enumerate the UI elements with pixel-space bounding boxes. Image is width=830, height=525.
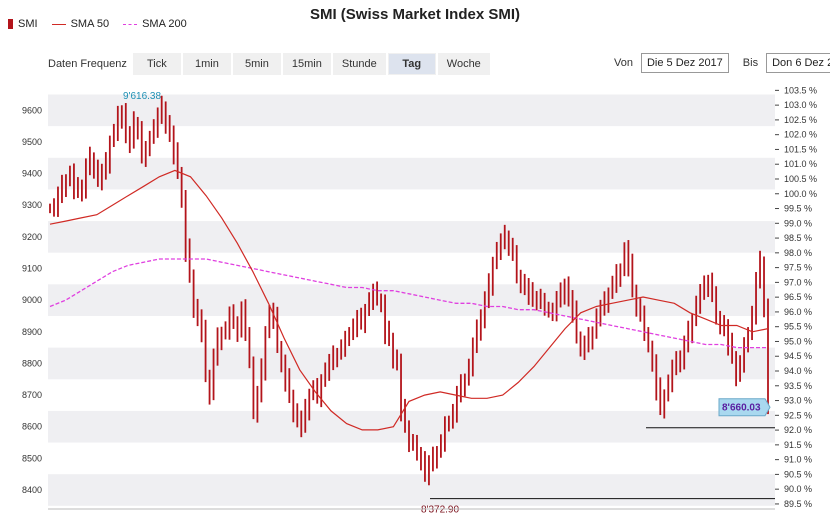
left-tick-label: 9500 <box>22 137 42 147</box>
sma200-swatch <box>123 23 138 25</box>
right-tick-label: 99.0 % <box>784 218 812 228</box>
left-tick-label: 9600 <box>22 105 42 115</box>
sma200-line <box>49 258 768 349</box>
right-tick-label: 98.0 % <box>784 248 812 258</box>
right-tick-label: 92.5 % <box>784 410 812 420</box>
date-range: Von Die 5 Dez 2017 Bis Don 6 Dez 2018 <box>614 53 830 73</box>
legend-item-sma200[interactable]: SMA 200 <box>123 18 187 30</box>
right-tick-label: 102.5 % <box>784 115 817 125</box>
legend: SMI SMA 50 SMA 200 <box>8 18 187 30</box>
chart-bands <box>48 94 775 506</box>
legend-label-smi: SMI <box>18 18 38 30</box>
frequency-toolbar: Daten Frequenz Tick 1min 5min 15min Stun… <box>48 53 492 75</box>
right-tick-label: 95.5 % <box>784 322 812 332</box>
right-tick-label: 103.5 % <box>784 85 817 95</box>
last-value-box-shape <box>718 398 771 417</box>
left-tick-label: 9300 <box>22 200 42 210</box>
to-label: Bis <box>742 57 759 69</box>
right-tick-label: 103.0 % <box>784 100 817 110</box>
left-tick-label: 9200 <box>22 232 42 242</box>
right-tick-label: 92.0 % <box>784 425 812 435</box>
left-tick-label: 8700 <box>22 390 42 400</box>
right-tick-label: 101.0 % <box>784 159 817 169</box>
from-label: Von <box>614 57 633 69</box>
freq-button-woche[interactable]: Woche <box>437 53 490 75</box>
last-value-box: 8'660.03 <box>718 398 771 417</box>
chart-band <box>48 157 775 190</box>
low-label: 8'372.90 <box>421 505 459 516</box>
legend-item-smi[interactable]: SMI <box>8 18 38 30</box>
chart-band <box>48 347 775 380</box>
sma50-line <box>49 169 769 431</box>
sma50-swatch <box>51 23 66 25</box>
left-tick-label: 9100 <box>22 264 42 274</box>
freq-button-5min[interactable]: 5min <box>232 53 281 75</box>
chart-band <box>48 284 775 316</box>
last-value-label: 8'660.03 <box>722 403 761 414</box>
frequency-label: Daten Frequenz <box>48 58 127 70</box>
chart-title: SMI (Swiss Market Index SMI) <box>309 6 521 23</box>
right-tick-label: 101.5 % <box>784 144 817 154</box>
right-tick-label: 97.0 % <box>784 277 812 287</box>
to-date-input[interactable]: Don 6 Dez 2018 <box>766 53 830 73</box>
legend-label-sma50: SMA 50 <box>70 18 110 30</box>
chart-annotations: 9'616.38 8'372.90 8'660.03 <box>123 91 775 516</box>
chart-band <box>48 474 775 506</box>
left-tick-label: 8500 <box>22 453 42 463</box>
right-tick-label: 98.5 % <box>784 233 812 243</box>
left-tick-label: 8800 <box>22 358 42 368</box>
right-tick-label: 97.5 % <box>784 263 812 273</box>
right-tick-label: 91.5 % <box>784 440 812 450</box>
right-tick-label: 89.5 % <box>784 499 812 509</box>
freq-button-1min[interactable]: 1min <box>182 53 231 75</box>
right-tick-label: 100.5 % <box>784 174 817 184</box>
legend-label-sma200: SMA 200 <box>142 18 187 30</box>
chart-band <box>48 221 775 253</box>
right-tick-label: 94.5 % <box>784 351 812 361</box>
right-tick-label: 102.0 % <box>784 130 817 140</box>
from-date-input[interactable]: Die 5 Dez 2017 <box>640 53 729 73</box>
left-tick-label: 8400 <box>22 485 42 495</box>
left-tick-label: 8600 <box>22 422 42 432</box>
right-tick-label: 90.5 % <box>784 469 812 479</box>
right-tick-label: 99.5 % <box>784 204 812 214</box>
freq-button-15min[interactable]: 15min <box>282 53 331 75</box>
right-tick-label: 93.0 % <box>784 396 812 406</box>
right-tick-label: 90.0 % <box>784 484 812 494</box>
right-tick-label: 91.0 % <box>784 455 812 465</box>
left-tick-label: 9400 <box>22 169 42 179</box>
freq-button-stunde[interactable]: Stunde <box>332 53 386 75</box>
left-axis: 8400 8500 8600 8700 8800 8900 9000 9100 9200 9300… <box>22 105 42 495</box>
freq-button-tick[interactable]: Tick <box>132 53 181 75</box>
smi-swatch <box>8 19 13 29</box>
chart-band <box>48 410 775 443</box>
left-tick-label: 9000 <box>22 295 42 305</box>
freq-button-tag[interactable]: Tag <box>387 53 436 75</box>
right-axis: 89.5 % 90.0 % 90.5 % 91.0 % 91.5 % 92.0 % 92.5… <box>775 85 817 509</box>
left-tick-label: 8900 <box>22 327 42 337</box>
right-tick-label: 95.0 % <box>784 336 812 346</box>
right-tick-label: 93.5 % <box>784 381 812 391</box>
legend-item-sma50[interactable]: SMA 50 <box>51 18 110 30</box>
right-tick-label: 100.0 % <box>784 189 817 199</box>
right-tick-label: 96.5 % <box>784 292 812 302</box>
right-tick-label: 94.0 % <box>784 366 812 376</box>
right-tick-label: 96.0 % <box>784 307 812 317</box>
high-label: 9'616.38 <box>123 91 161 102</box>
